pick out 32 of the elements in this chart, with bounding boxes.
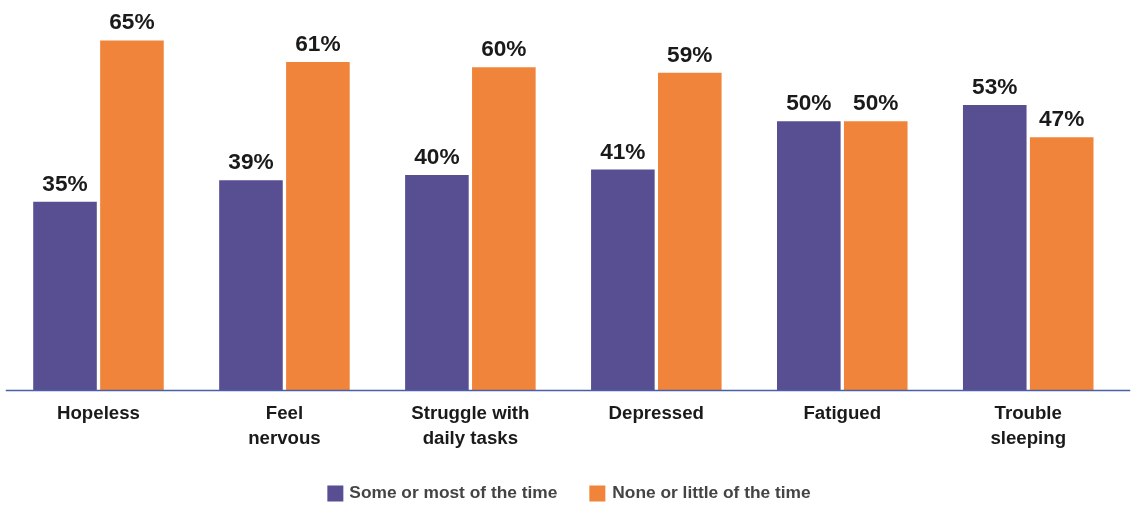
data-label: 40% bbox=[414, 142, 460, 169]
data-label: 41% bbox=[600, 137, 646, 164]
x-tick-label: Fatigued bbox=[803, 402, 882, 424]
x-tick-label: Depressed bbox=[608, 402, 705, 424]
data-label: 50% bbox=[853, 89, 899, 116]
bar bbox=[591, 169, 655, 391]
bar bbox=[777, 121, 841, 391]
x-tick-label: Struggle with daily tasks bbox=[411, 402, 530, 449]
bar bbox=[1029, 137, 1094, 391]
bar bbox=[100, 40, 164, 391]
data-label: 60% bbox=[481, 35, 527, 62]
bar bbox=[962, 105, 1027, 391]
data-label: 50% bbox=[786, 89, 832, 116]
data-label: 59% bbox=[667, 40, 713, 67]
x-tick-label: Hopeless bbox=[57, 402, 140, 424]
bar bbox=[286, 61, 350, 391]
legend-label: Some or most of the time bbox=[349, 482, 558, 503]
bar bbox=[472, 67, 536, 391]
x-tick-label: Trouble sleeping bbox=[990, 402, 1067, 449]
data-label: 65% bbox=[109, 8, 155, 35]
data-label: 35% bbox=[42, 169, 88, 196]
legend-label: None or little of the time bbox=[612, 482, 811, 503]
data-label: 39% bbox=[228, 148, 274, 175]
bar bbox=[219, 180, 283, 391]
bar bbox=[843, 121, 908, 391]
bar bbox=[33, 201, 97, 391]
data-label: 47% bbox=[1039, 105, 1085, 132]
data-label: 61% bbox=[295, 29, 341, 56]
bar bbox=[405, 174, 469, 391]
data-label: 53% bbox=[972, 73, 1018, 100]
x-tick-label: Feel nervous bbox=[248, 402, 321, 449]
bar bbox=[658, 72, 722, 391]
